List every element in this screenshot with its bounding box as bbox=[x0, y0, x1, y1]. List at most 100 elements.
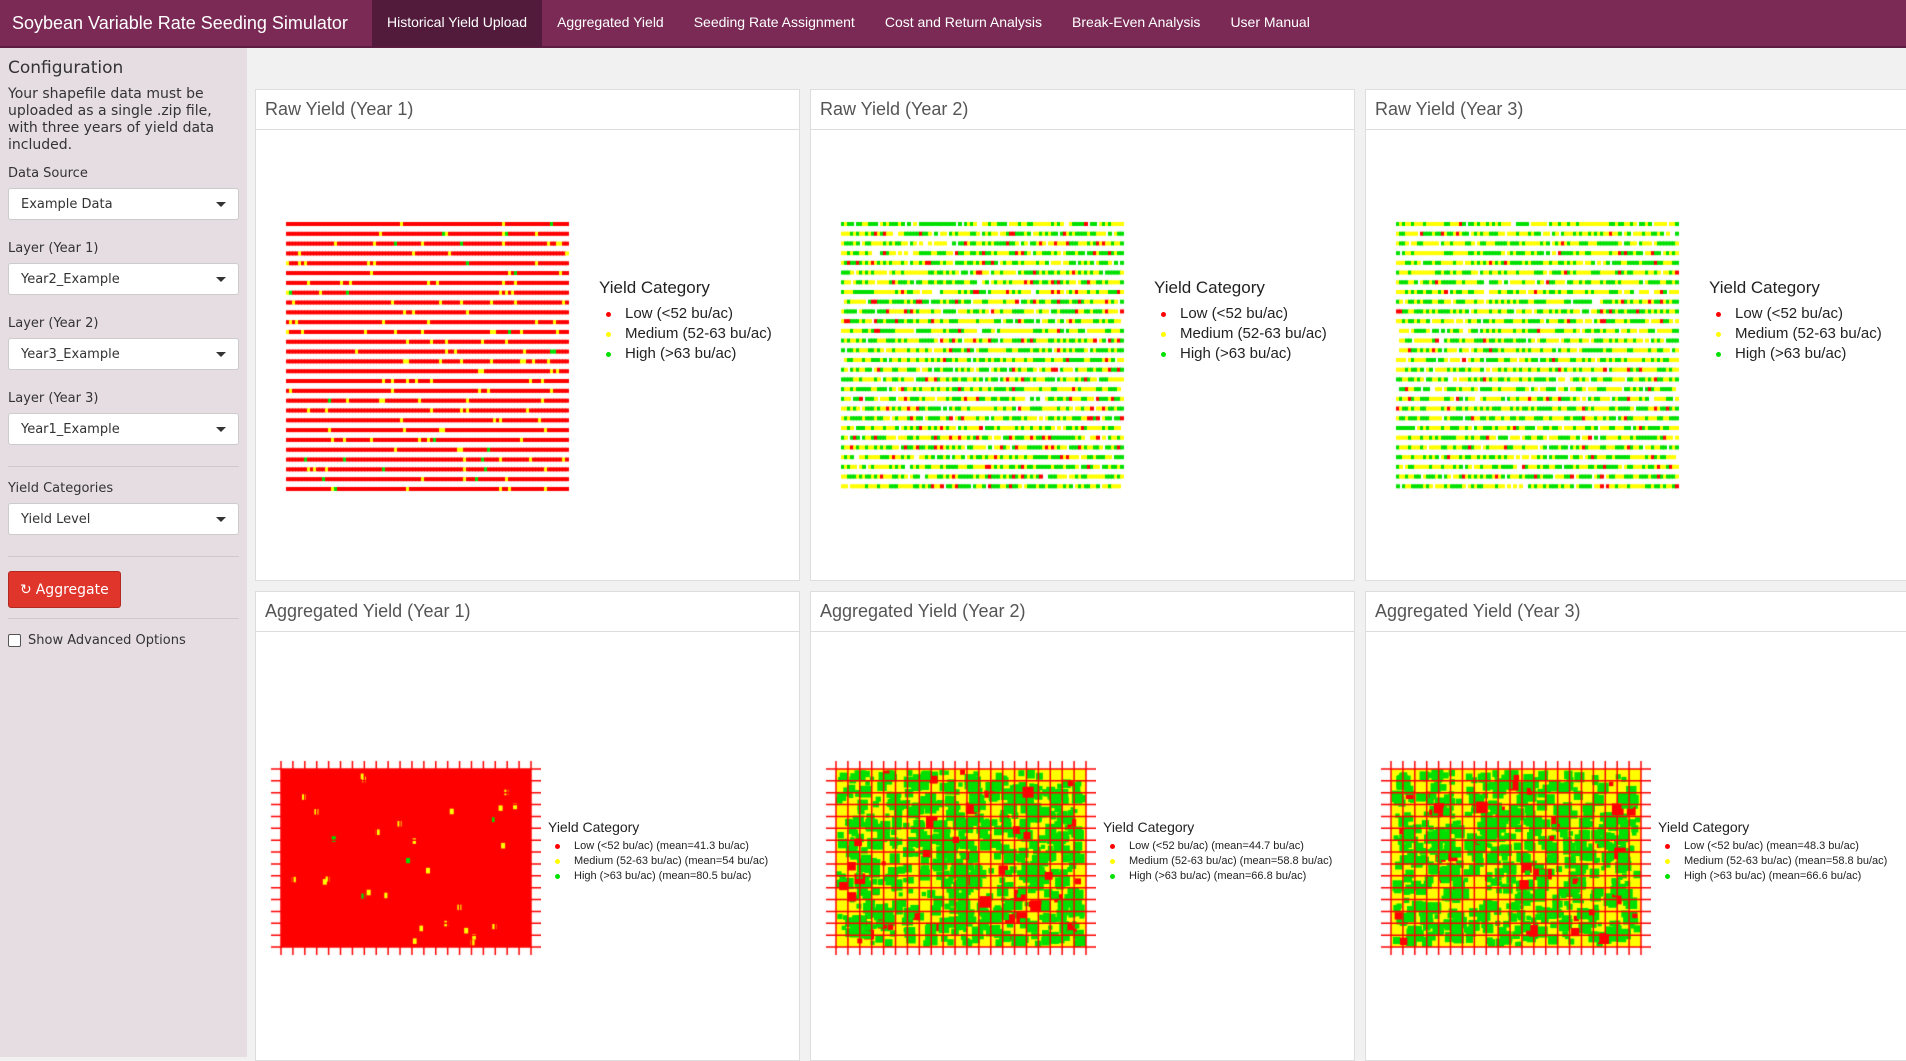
show-advanced-options-checkbox[interactable]: Show Advanced Options bbox=[8, 633, 239, 648]
legend-item: Medium (52-63 bu/ac) bbox=[599, 324, 772, 344]
chevron-down-icon bbox=[216, 426, 226, 432]
raw-yield-map bbox=[833, 208, 1133, 508]
legend-item: Medium (52-63 bu/ac) bbox=[1709, 324, 1882, 344]
legend-title: Yield Category bbox=[1709, 278, 1820, 297]
panel-title: Raw Yield (Year 3) bbox=[1366, 90, 1906, 130]
legend-dot-icon bbox=[606, 331, 611, 337]
data-source-label: Data Source bbox=[8, 166, 88, 181]
tab-break-even[interactable]: Break-Even Analysis bbox=[1072, 14, 1201, 30]
refresh-icon: ↻ bbox=[20, 581, 32, 598]
navbar: Soybean Variable Rate Seeding Simulator … bbox=[0, 0, 1906, 48]
legend-dot-icon bbox=[1110, 844, 1115, 849]
legend-item: Low (<52 bu/ac) bbox=[1154, 304, 1327, 324]
legend-dot-icon bbox=[1110, 874, 1115, 879]
legend-dot-icon bbox=[1161, 351, 1166, 357]
legend-dot-icon bbox=[1716, 351, 1721, 357]
legend-item: Low (<52 bu/ac) (mean=48.3 bu/ac) bbox=[1658, 839, 1887, 854]
legend-dot-icon bbox=[555, 874, 560, 879]
legend-item: Medium (52-63 bu/ac) (mean=54 bu/ac) bbox=[548, 854, 768, 869]
panel-title: Aggregated Yield (Year 1) bbox=[256, 592, 799, 632]
legend-item: Low (<52 bu/ac) bbox=[1709, 304, 1882, 324]
legend-title: Yield Category bbox=[1154, 278, 1265, 297]
legend-item: Low (<52 bu/ac) (mean=41.3 bu/ac) bbox=[548, 839, 768, 854]
legend-item: High (>63 bu/ac) (mean=66.8 bu/ac) bbox=[1103, 869, 1332, 884]
chevron-down-icon bbox=[216, 276, 226, 282]
legend-dot-icon bbox=[1161, 311, 1166, 317]
legend-item: Medium (52-63 bu/ac) (mean=58.8 bu/ac) bbox=[1658, 854, 1887, 869]
raw-yield-panel-year3: Raw Yield (Year 3) Yield Category Low (<… bbox=[1365, 89, 1906, 581]
tab-seeding-rate-assignment[interactable]: Seeding Rate Assignment bbox=[693, 14, 855, 30]
layer-year2-label: Layer (Year 2) bbox=[8, 316, 99, 331]
layer-year3-value: Year1_Example bbox=[21, 421, 120, 437]
legend-dot-icon bbox=[1665, 874, 1670, 879]
map-legend: Yield Category Low (<52 bu/ac) Medium (52… bbox=[1154, 278, 1327, 364]
legend-item: High (>63 bu/ac) bbox=[1154, 344, 1327, 364]
layer-year1-label: Layer (Year 1) bbox=[8, 241, 99, 256]
legend-title: Yield Category bbox=[599, 278, 710, 297]
map-legend: Yield Category Low (<52 bu/ac) Medium (52… bbox=[599, 278, 772, 364]
yield-categories-select[interactable]: Yield Level bbox=[8, 503, 239, 535]
layer-year2-value: Year3_Example bbox=[21, 346, 120, 362]
divider bbox=[8, 556, 239, 557]
layer-year2-select[interactable]: Year3_Example bbox=[8, 338, 239, 370]
map-legend: Yield Category Low (<52 bu/ac) (mean=41.… bbox=[548, 819, 768, 884]
layer-year1-select[interactable]: Year2_Example bbox=[8, 263, 239, 295]
agg-yield-panel-year3: Aggregated Yield (Year 3) Yield Category… bbox=[1365, 591, 1906, 1061]
aggregate-label: Aggregate bbox=[35, 581, 109, 598]
legend-item: High (>63 bu/ac) bbox=[599, 344, 772, 364]
legend-dot-icon bbox=[555, 844, 560, 849]
data-source-value: Example Data bbox=[21, 196, 113, 212]
layer-year1-value: Year2_Example bbox=[21, 271, 120, 287]
tab-historical-yield-upload[interactable]: Historical Yield Upload bbox=[372, 0, 543, 47]
panel-title: Raw Yield (Year 1) bbox=[256, 90, 799, 130]
agg-yield-map bbox=[266, 755, 541, 960]
legend-item: Medium (52-63 bu/ac) (mean=58.8 bu/ac) bbox=[1103, 854, 1332, 869]
sidebar: Configuration Your shapefile data must b… bbox=[0, 48, 247, 1057]
aggregate-button[interactable]: ↻ Aggregate bbox=[8, 571, 121, 608]
legend-title: Yield Category bbox=[548, 819, 640, 835]
legend-item: High (>63 bu/ac) (mean=66.6 bu/ac) bbox=[1658, 869, 1887, 884]
panel-title: Aggregated Yield (Year 2) bbox=[811, 592, 1354, 632]
legend-dot-icon bbox=[1110, 859, 1115, 864]
agg-yield-map bbox=[821, 755, 1096, 960]
agg-yield-map bbox=[1376, 755, 1651, 960]
tab-aggregated-yield[interactable]: Aggregated Yield bbox=[557, 14, 664, 30]
raw-yield-map bbox=[278, 208, 578, 508]
tab-user-manual[interactable]: User Manual bbox=[1230, 14, 1310, 30]
tab-cost-and-return[interactable]: Cost and Return Analysis bbox=[884, 14, 1043, 30]
legend-item: Low (<52 bu/ac) (mean=44.7 bu/ac) bbox=[1103, 839, 1332, 854]
map-legend: Yield Category Low (<52 bu/ac) (mean=44.… bbox=[1103, 819, 1332, 884]
legend-dot-icon bbox=[1716, 331, 1721, 337]
divider bbox=[8, 618, 239, 619]
upload-instructions: Your shapefile data must be uploaded as … bbox=[8, 86, 215, 153]
show-advanced-options-label: Show Advanced Options bbox=[28, 633, 186, 648]
layer-year3-select[interactable]: Year1_Example bbox=[8, 413, 239, 445]
legend-dot-icon bbox=[1161, 331, 1166, 337]
legend-title: Yield Category bbox=[1103, 819, 1195, 835]
raw-yield-panel-year1: Raw Yield (Year 1) Yield Category Low (<… bbox=[255, 89, 800, 581]
data-source-select[interactable]: Example Data bbox=[8, 188, 239, 220]
legend-dot-icon bbox=[555, 859, 560, 864]
chevron-down-icon bbox=[216, 201, 226, 207]
legend-item: Medium (52-63 bu/ac) bbox=[1154, 324, 1327, 344]
legend-dot-icon bbox=[1716, 311, 1721, 317]
chevron-down-icon bbox=[216, 516, 226, 522]
raw-yield-panel-year2: Raw Yield (Year 2) Yield Category Low (<… bbox=[810, 89, 1355, 581]
raw-yield-map bbox=[1388, 208, 1688, 508]
legend-item: High (>63 bu/ac) bbox=[1709, 344, 1882, 364]
legend-item: Low (<52 bu/ac) bbox=[599, 304, 772, 324]
chevron-down-icon bbox=[216, 351, 226, 357]
agg-yield-panel-year2: Aggregated Yield (Year 2) Yield Category… bbox=[810, 591, 1355, 1061]
map-legend: Yield Category Low (<52 bu/ac) (mean=48.… bbox=[1658, 819, 1887, 884]
yield-categories-value: Yield Level bbox=[21, 511, 91, 527]
checkbox-box[interactable] bbox=[8, 634, 21, 647]
legend-dot-icon bbox=[606, 351, 611, 357]
layer-year3-label: Layer (Year 3) bbox=[8, 391, 99, 406]
legend-item: High (>63 bu/ac) (mean=80.5 bu/ac) bbox=[548, 869, 768, 884]
legend-title: Yield Category bbox=[1658, 819, 1750, 835]
sidebar-title: Configuration bbox=[8, 58, 124, 78]
panel-title: Aggregated Yield (Year 3) bbox=[1366, 592, 1906, 632]
yield-categories-label: Yield Categories bbox=[8, 481, 114, 496]
panel-title: Raw Yield (Year 2) bbox=[811, 90, 1354, 130]
legend-dot-icon bbox=[1665, 859, 1670, 864]
